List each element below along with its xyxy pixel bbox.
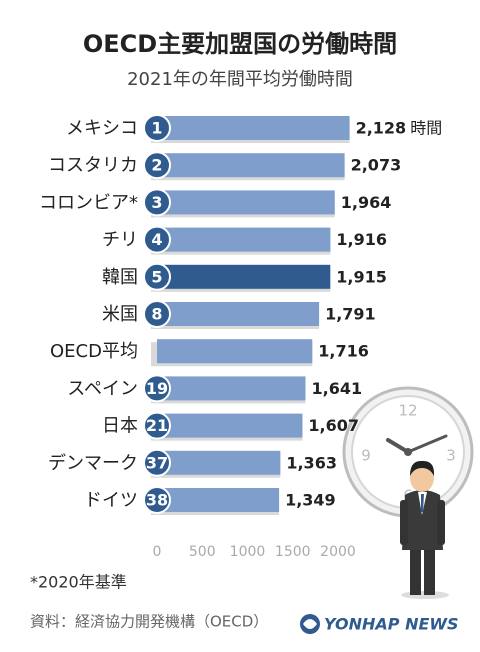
x-tick-label: 1000 [230,544,266,560]
value-label: 1,363 [286,453,337,472]
value-label: 2,128 [356,119,407,138]
bar [157,302,320,326]
bar [157,339,313,364]
x-tick-label: 2000 [320,544,356,560]
bar [157,376,306,401]
category-label: 米国 [102,304,138,325]
rank-badge [143,151,171,180]
rank-badge [143,114,171,142]
clock-number: 9 [361,447,371,465]
rank-badge [143,486,171,514]
rank-label: 1 [151,119,162,138]
category-label: チリ [102,230,138,251]
rank-label: 8 [151,305,162,324]
x-tick-label: 0 [153,544,162,560]
rank-label: 19 [146,379,168,398]
value-label: 1,349 [285,491,336,510]
footnote: *2020年基準 [30,573,127,592]
category-label: ドイツ [84,490,138,511]
rank-label: 3 [151,193,162,212]
value-label: 1,964 [341,193,392,212]
category-label: スペイン [67,378,138,399]
category-label: OECD平均 [50,341,138,362]
person-illustration [400,460,449,599]
value-label: 1,716 [318,342,369,361]
value-label: 2,073 [351,156,402,175]
rank-badge [143,262,171,291]
value-label: 1,915 [336,267,387,286]
clock [342,386,474,518]
value-label: 1,791 [325,305,376,324]
rank-label: 38 [146,491,168,510]
category-label: 日本 [102,416,138,437]
rank-label: 37 [146,453,168,472]
bar [157,413,303,438]
bar [157,190,335,215]
rank-label: 4 [151,230,162,249]
x-tick-label: 500 [189,544,216,560]
rank-badge [143,225,171,254]
rank-badge [143,188,171,217]
category-label: メキシコ [66,118,138,139]
clock-number: 3 [446,447,456,465]
logo-icon [300,614,320,634]
bar [157,116,350,140]
source: 資料：経済協力開発機構（OECD） [30,613,268,631]
logo: YONHAP NEWS [324,615,459,634]
bar [157,153,345,178]
clock-number: 12 [398,402,417,420]
chart-subtitle: 2021年の年間平均労働時間 [127,69,353,90]
bar [157,450,281,475]
bar [157,227,331,252]
rank-badge [143,411,171,440]
category-label: 韓国 [102,267,138,288]
chart-title: OECD主要加盟国の労働時間 [83,30,397,58]
bar [157,488,280,512]
value-label: 1,641 [312,379,363,398]
x-tick-label: 1500 [275,544,311,560]
value-label: 1,607 [308,416,359,435]
rank-label: 5 [151,267,162,286]
rank-label: 2 [151,156,162,175]
category-label: コロンビア* [39,192,138,213]
rank-badge [143,448,171,477]
unit-label: 時間 [410,119,442,138]
rank-label: 21 [146,416,168,435]
value-label: 1,916 [336,230,387,249]
category-label: デンマーク [48,453,138,474]
bar [157,264,331,289]
category-label: コスタリカ [48,155,138,176]
rank-badge [143,300,171,328]
rank-badge [143,374,171,403]
